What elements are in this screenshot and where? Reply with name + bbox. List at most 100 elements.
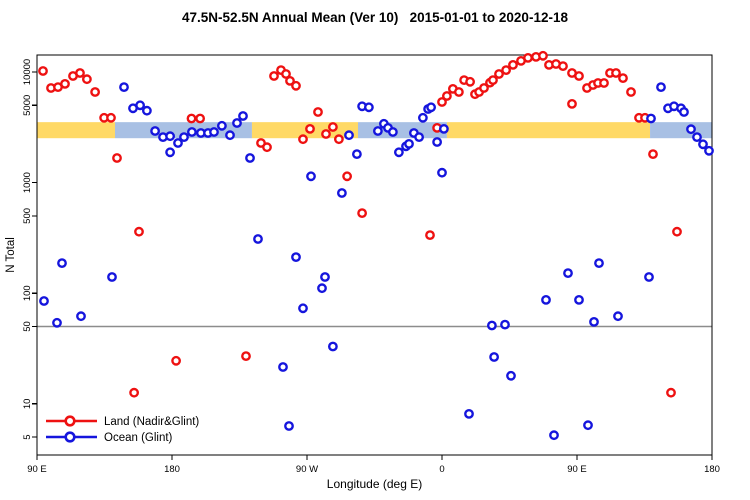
data-point-ocean [298,303,308,314]
y-tick-label: 1000 [22,172,33,193]
data-point-land [567,99,577,109]
data-point-land [269,71,279,81]
x-tick-label: 0 [439,464,444,475]
data-point-ocean [179,132,189,143]
x-axis-title: Longitude (deg E) [327,477,422,491]
data-point-ocean [464,408,474,419]
data-point-ocean [541,294,551,305]
data-point-land [134,226,144,237]
data-point-land [262,142,272,153]
data-point-ocean [500,319,510,330]
data-point-land [558,61,568,71]
data-point-ocean [52,317,62,328]
x-tick-label: 90 W [296,464,318,475]
y-axis-title: N Total [5,237,17,273]
data-point-land [313,107,323,117]
data-point-ocean [238,111,248,121]
data-point-ocean [692,132,702,143]
data-point-ocean [209,127,219,137]
data-point-land [291,80,301,91]
data-point-ocean [506,370,516,381]
data-point-ocean [679,107,689,117]
data-point-ocean [549,430,559,441]
data-point-land [494,69,504,79]
data-point-ocean [486,320,497,331]
x-axis: 90 E 180 90 W 0 90 E 180 [27,455,720,475]
data-point-ocean [563,268,573,278]
data-point-ocean [589,316,599,327]
data-point-land [298,134,308,145]
data-point-land [90,87,101,97]
data-point-ocean [76,311,86,322]
data-point-land [501,65,511,76]
band-segment-land [37,122,115,139]
data-point-ocean [489,352,499,362]
plot-border [36,54,713,456]
data-point-ocean [186,127,197,137]
x-tick-label: 90 E [27,464,47,475]
data-point-ocean [150,126,161,136]
data-point-ocean [437,167,447,178]
data-point-land [285,76,295,86]
data-point-land [195,113,206,124]
data-point-ocean [320,272,330,282]
data-point-ocean [216,120,227,131]
data-point-ocean [704,145,714,156]
data-point-ocean [165,131,176,142]
data-point-ocean [351,149,362,160]
data-point-land [281,69,291,79]
series-ocean-points [39,82,714,441]
data-point-ocean [613,311,623,322]
data-point-ocean [165,147,176,158]
data-point-land [333,134,344,145]
data-point-land [106,112,116,123]
y-tick-label: 500 [22,208,33,224]
data-point-land [626,87,636,97]
data-point-ocean [372,126,383,136]
data-point-ocean [245,153,255,163]
data-point-ocean [57,258,67,268]
y-tick-label: 10000 [22,59,33,85]
data-point-ocean [644,272,654,282]
data-point-ocean [574,294,584,305]
data-point-land [60,79,70,89]
data-point-ocean [39,296,49,306]
data-point-land [437,97,447,107]
data-point-ocean [141,105,152,116]
data-point-land [129,387,140,398]
data-point-ocean [284,421,294,431]
data-point-land [523,53,533,63]
legend-marker-ocean [64,431,76,443]
data-point-ocean [432,137,442,147]
y-tick-label: 100 [22,285,33,301]
y-tick-label: 50 [22,321,33,332]
data-point-ocean [232,118,242,128]
data-point-land [508,60,518,70]
data-point-ocean [336,188,347,198]
data-point-ocean [393,147,404,158]
data-point-land [672,226,682,237]
data-point-land [171,355,182,366]
data-point-land [488,75,498,86]
data-point-land [357,208,367,219]
data-point-ocean [387,127,398,137]
series-land-points [38,50,682,398]
data-point-land [479,83,489,93]
data-point-ocean [404,138,414,149]
legend-marker-land [64,415,76,427]
data-point-land [599,78,609,88]
data-point-land [186,113,197,124]
data-point-land [321,129,331,139]
data-point-land [112,153,122,163]
legend-label-land: Land (Nadir&Glint) [104,416,199,428]
data-point-ocean [344,130,354,141]
data-point-land [648,149,658,160]
data-point-land [327,122,338,132]
data-point-land [38,66,48,76]
x-tick-label: 180 [704,464,720,475]
legend-label-ocean: Ocean (Glint) [104,432,173,444]
data-point-ocean [278,362,288,372]
data-point-land [75,68,85,78]
data-point-ocean [291,252,301,263]
